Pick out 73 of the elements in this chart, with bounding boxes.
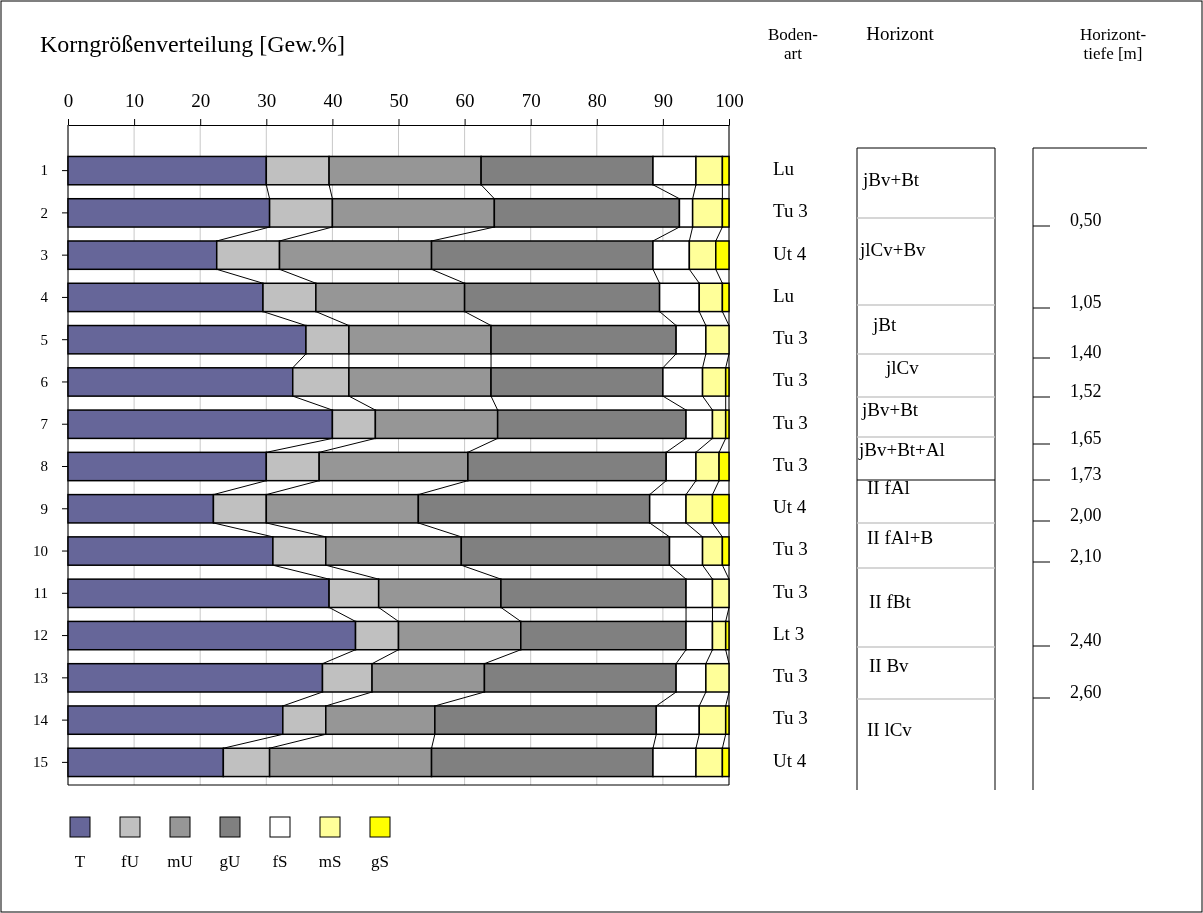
text: jBv+Bt	[861, 399, 919, 421]
y-tick-label: 5	[40, 331, 48, 348]
text: Lt 3	[773, 622, 805, 644]
y-tick-label: 10	[33, 542, 48, 559]
y-tick-label: 4	[40, 289, 49, 306]
text: jlCv	[885, 357, 920, 379]
x-tick-label: 70	[521, 89, 541, 111]
legend-label: fU	[121, 852, 139, 871]
text: Tu 3	[773, 327, 808, 349]
legend-label: gS	[371, 852, 389, 871]
text: Horizont- tiefe [m]	[1079, 25, 1147, 63]
text: 1,65	[1070, 428, 1102, 449]
x-tick-label: 60	[455, 89, 475, 111]
legend-label: gU	[219, 852, 241, 871]
text: II fAl	[867, 477, 910, 499]
text: 1,05	[1070, 292, 1102, 313]
y-tick-label: 6	[40, 373, 49, 390]
text: 1,52	[1070, 381, 1102, 402]
x-tick-label: 30	[257, 89, 277, 111]
text: Tu 3	[773, 665, 808, 687]
x-tick-label: 20	[191, 89, 211, 111]
text: jBv+Bt+Al	[858, 439, 945, 461]
x-tick-label: 0	[63, 89, 74, 111]
y-tick-label: 9	[40, 500, 48, 517]
text: Tu 3	[773, 200, 808, 222]
legend-label: mS	[318, 852, 342, 871]
text: II lCv	[867, 719, 913, 741]
text: Tu 3	[773, 411, 808, 433]
text: Ut 4	[773, 242, 807, 264]
chart-title: Korngrößenverteilung [Gew.%]	[40, 31, 346, 57]
text: jlCv+Bv	[859, 239, 927, 261]
y-tick-label: 11	[33, 585, 48, 602]
y-tick-label: 1	[40, 162, 48, 179]
text: Lu	[773, 284, 795, 306]
y-tick-label: 13	[33, 669, 48, 686]
text: jBt	[872, 314, 897, 336]
text: 2,00	[1070, 505, 1102, 526]
text: 0,50	[1070, 210, 1102, 231]
x-tick-label: 80	[587, 89, 607, 111]
legend-label: fS	[272, 852, 288, 871]
text: Ut 4	[773, 496, 807, 518]
text: 2,40	[1070, 630, 1102, 651]
y-tick-label: 15	[33, 754, 48, 771]
text: Tu 3	[773, 538, 808, 560]
y-tick-label: 12	[33, 627, 48, 644]
y-tick-label: 2	[40, 204, 48, 221]
text: Tu 3	[773, 707, 808, 729]
text: 1,40	[1070, 342, 1102, 363]
text: 1,73	[1070, 464, 1102, 485]
text: Boden- art	[767, 25, 819, 63]
text: II fBt	[869, 591, 912, 613]
x-tick-label: 100	[715, 89, 744, 111]
x-tick-label: 40	[323, 89, 343, 111]
x-tick-label: 90	[653, 89, 673, 111]
text: II Bv	[869, 655, 910, 677]
text: Lu	[773, 157, 795, 179]
text: Tu 3	[773, 580, 808, 602]
y-tick-label: 7	[40, 416, 49, 433]
text: 2,60	[1070, 682, 1102, 703]
text: II fAl+B	[867, 527, 934, 549]
text: 2,10	[1070, 546, 1102, 567]
y-tick-label: 8	[40, 458, 48, 475]
text: jBv+Bt	[862, 169, 920, 191]
legend-label: mU	[167, 852, 193, 871]
text: Horizont	[866, 23, 935, 44]
x-tick-label: 10	[125, 89, 145, 111]
text: Tu 3	[773, 369, 808, 391]
legend-label: T	[74, 852, 86, 871]
text: Tu 3	[773, 453, 808, 475]
y-tick-label: 14	[33, 711, 49, 728]
x-tick-label: 50	[389, 89, 409, 111]
y-tick-label: 3	[40, 246, 48, 263]
text: Ut 4	[773, 749, 807, 771]
